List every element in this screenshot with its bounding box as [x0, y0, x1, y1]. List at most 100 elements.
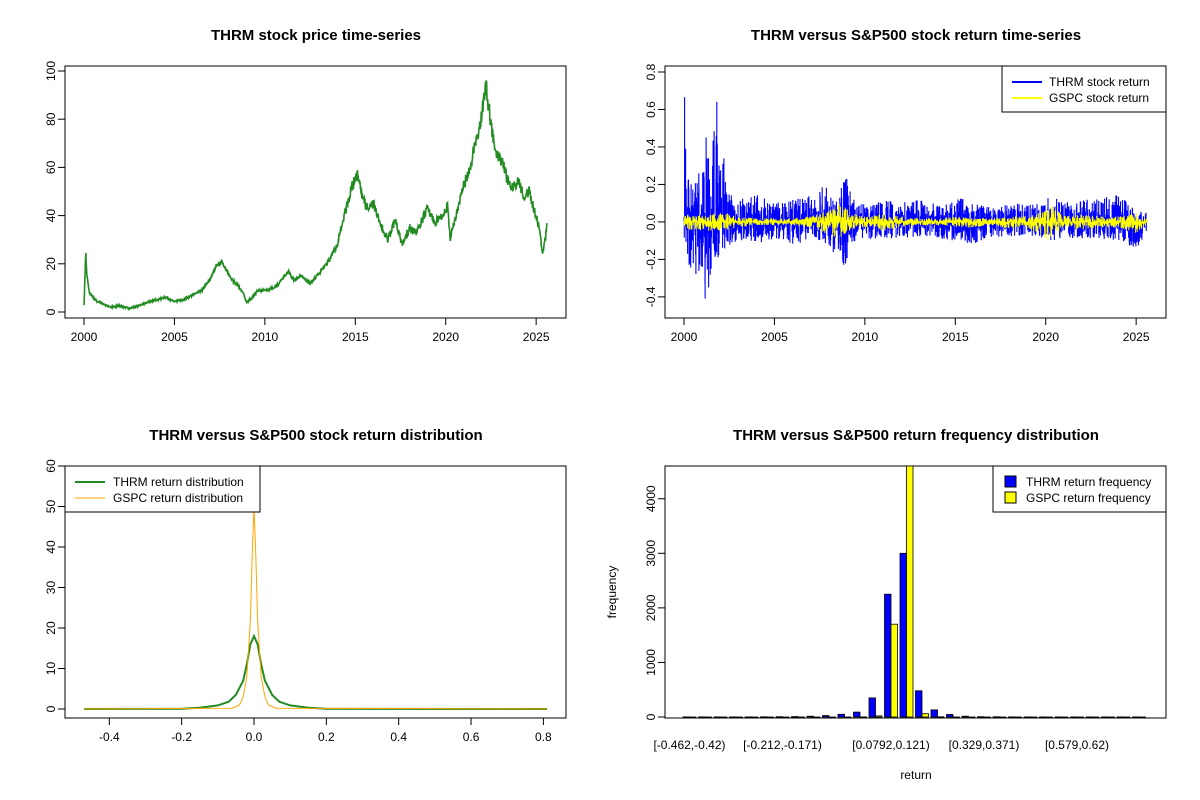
density-x-tick-label: -0.2: [171, 730, 192, 744]
returns-x-tick-label: 2015: [942, 330, 969, 344]
returns-y-tick-label: 0.0: [644, 213, 658, 230]
price-x-axis: 2000 2005 2010 2015 2020 2025: [71, 317, 550, 344]
thrm-frequency-bar: [806, 715, 814, 718]
density-y-axis: 0 10 20 30 40 50 60: [44, 459, 66, 712]
returns-y-tick-label: -0.2: [644, 249, 658, 270]
density-x-tick-label: -0.4: [99, 730, 120, 744]
gspc-frequency-bar: [1061, 716, 1069, 719]
gspc-frequency-bar: [937, 716, 945, 718]
density-y-tick-label: 20: [44, 621, 58, 635]
density-y-tick-label: 0: [44, 705, 58, 712]
histogram-x-tick-label: [0.579,0.62): [1045, 738, 1109, 752]
thrm-frequency-bar: [961, 715, 969, 718]
histogram-x-axis-label: return: [900, 768, 931, 782]
gspc-frequency-bar: [1045, 716, 1053, 719]
density-legend: THRM return distribution GSPC return dis…: [64, 465, 261, 513]
thrm-frequency-bar: [930, 709, 938, 718]
thrm-frequency-bar: [682, 716, 690, 718]
returns-y-tick-label: 0.2: [644, 176, 658, 193]
thrm-frequency-bar: [884, 593, 892, 718]
gspc-frequency-bar: [921, 713, 929, 718]
thrm-frequency-bar: [698, 716, 706, 718]
histogram-x-tick-label: [0.329,0.371): [949, 738, 1020, 752]
thrm-frequency-bar: [822, 715, 830, 718]
thrm-frequency-bar: [977, 716, 985, 718]
gspc-frequency-bar: [999, 716, 1007, 719]
density-x-tick-label: 0.6: [463, 730, 480, 744]
price-chart-title: THRM stock price time-series: [211, 27, 421, 44]
thrm-return-line: [683, 97, 1148, 299]
gspc-frequency-bar: [1030, 716, 1038, 719]
density-legend-box: [64, 465, 261, 513]
price-x-tick-label: 2025: [523, 330, 550, 344]
density-x-tick-label: 0.4: [390, 730, 407, 744]
returns-y-axis: -0.4 -0.2 0.0 0.2 0.4 0.6 0.8: [644, 63, 666, 307]
thrm-frequency-bar: [713, 716, 721, 718]
returns-x-tick-label: 2010: [852, 330, 879, 344]
thrm-frequency-bar: [992, 716, 1000, 718]
price-y-tick-label: 20: [44, 257, 58, 271]
thrm-frequency-bar: [837, 713, 845, 718]
histogram-chart-panel: THRM versus S&P500 return frequency dist…: [605, 427, 1167, 782]
returns-y-tick-label: 0.8: [644, 63, 658, 80]
density-x-tick-label: 0.0: [246, 730, 263, 744]
gspc-frequency-bar: [968, 716, 976, 719]
returns-legend-box: [1001, 65, 1167, 113]
gspc-return-line: [683, 203, 1148, 241]
price-x-tick-label: 2010: [252, 330, 279, 344]
thrm-frequency-bar: [946, 714, 954, 718]
gspc-frequency-bar: [704, 716, 712, 719]
thrm-frequency-bar: [760, 716, 768, 718]
gspc-frequency-bar: [782, 716, 790, 719]
gspc-frequency-bar: [751, 716, 759, 719]
thrm-frequency-bar: [1070, 716, 1078, 718]
density-chart-title: THRM versus S&P500 stock return distribu…: [149, 427, 482, 444]
returns-x-tick-label: 2025: [1123, 330, 1150, 344]
price-line: [83, 80, 548, 311]
histogram-y-axis: 0 1000 2000 3000 4000: [644, 485, 666, 720]
returns-x-axis: 2000 2005 2010 2015 2020 2025: [671, 317, 1150, 344]
gspc-frequency-bar: [1092, 716, 1100, 719]
thrm-frequency-bar: [791, 716, 799, 718]
thrm-frequency-bar: [1054, 716, 1062, 718]
gspc-frequency-bar: [813, 716, 821, 719]
price-y-axis: 0 20 40 60 80 100: [44, 61, 66, 315]
returns-chart-title: THRM versus S&P500 stock return time-ser…: [751, 27, 1081, 44]
gspc-frequency-bar: [828, 716, 836, 719]
returns-legend: THRM stock return GSPC stock return: [1001, 65, 1167, 113]
price-x-tick-label: 2005: [161, 330, 188, 344]
histogram-y-axis-label: frequency: [605, 566, 619, 619]
density-x-tick-label: 0.8: [535, 730, 552, 744]
returns-chart-panel: THRM versus S&P500 stock return time-ser…: [644, 27, 1167, 344]
thrm-frequency-bar: [868, 697, 876, 718]
thrm-frequency-bar: [1116, 716, 1124, 718]
gspc-frequency-bar: [720, 716, 728, 719]
thrm-frequency-bar: [775, 716, 783, 718]
returns-x-tick-label: 2005: [761, 330, 788, 344]
price-x-tick-label: 2020: [432, 330, 459, 344]
gspc-frequency-bar: [797, 716, 805, 719]
gspc-frequency-bar: [890, 623, 898, 718]
histogram-legend-swatch-thrm: [1004, 475, 1017, 488]
histogram-x-tick-label: [-0.462,-0.42): [653, 738, 725, 752]
histogram-y-tick-label: 3000: [644, 540, 658, 567]
thrm-frequency-bar: [1023, 716, 1031, 718]
histogram-legend-box: [992, 465, 1167, 513]
thrm-frequency-bar: [1085, 716, 1093, 718]
histogram-y-tick-label: 4000: [644, 485, 658, 512]
histogram-x-axis: [-0.462,-0.42) [-0.212,-0.171) [0.0792,0.1…: [653, 738, 1109, 752]
thrm-frequency-bar: [899, 552, 907, 718]
gspc-frequency-bar: [859, 716, 867, 718]
histogram-y-tick-label: 1000: [644, 649, 658, 676]
histogram-legend-swatch-gspc: [1004, 491, 1017, 504]
histogram-bars: [682, 465, 1146, 719]
thrm-density-line: [83, 633, 548, 710]
gspc-frequency-bar: [983, 716, 991, 719]
price-chart-frame: [64, 65, 567, 319]
histogram-x-tick-label: [0.0792,0.121): [852, 738, 929, 752]
gspc-frequency-bar: [1107, 716, 1115, 719]
density-x-tick-label: 0.2: [318, 730, 335, 744]
price-y-tick-label: 0: [44, 308, 58, 315]
returns-y-tick-label: 0.4: [644, 138, 658, 155]
returns-legend-label-thrm: THRM stock return: [1049, 75, 1150, 89]
